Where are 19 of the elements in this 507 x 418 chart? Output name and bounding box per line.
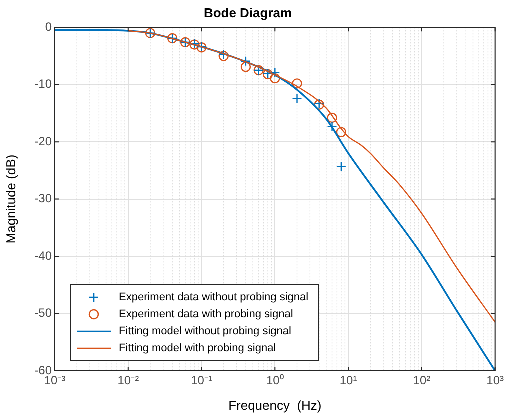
legend-label: Experiment data with probing signal (119, 308, 294, 321)
legend-label: Fitting model without probing signal (119, 326, 292, 338)
y-axis-title: Magnitude (dB) (3, 154, 18, 244)
y-tick-label: -30 (34, 192, 52, 206)
chart-title: Bode Diagram (204, 5, 292, 20)
y-tick-label: 0 (45, 20, 52, 34)
y-tick-label: -40 (34, 248, 52, 263)
x-tick-label: 10⁻² (118, 374, 140, 388)
y-tick-label: -20 (34, 134, 52, 148)
legend-label: Fitting model with probing signal (119, 342, 276, 355)
x-tick-label: 10⁻¹ (191, 374, 212, 388)
y-tick-label: -10 (34, 77, 52, 92)
y-tick-label: -50 (34, 306, 52, 320)
legend-label: Experiment data without probing signal (119, 292, 309, 304)
x-tick-label: 10⁰ (266, 374, 284, 388)
x-tick-label: 10³ (486, 374, 504, 388)
x-tick-label: 10¹ (340, 374, 358, 388)
x-axis-title: Frequency (Hz) (228, 398, 322, 413)
x-tick-label: 10² (413, 374, 431, 388)
